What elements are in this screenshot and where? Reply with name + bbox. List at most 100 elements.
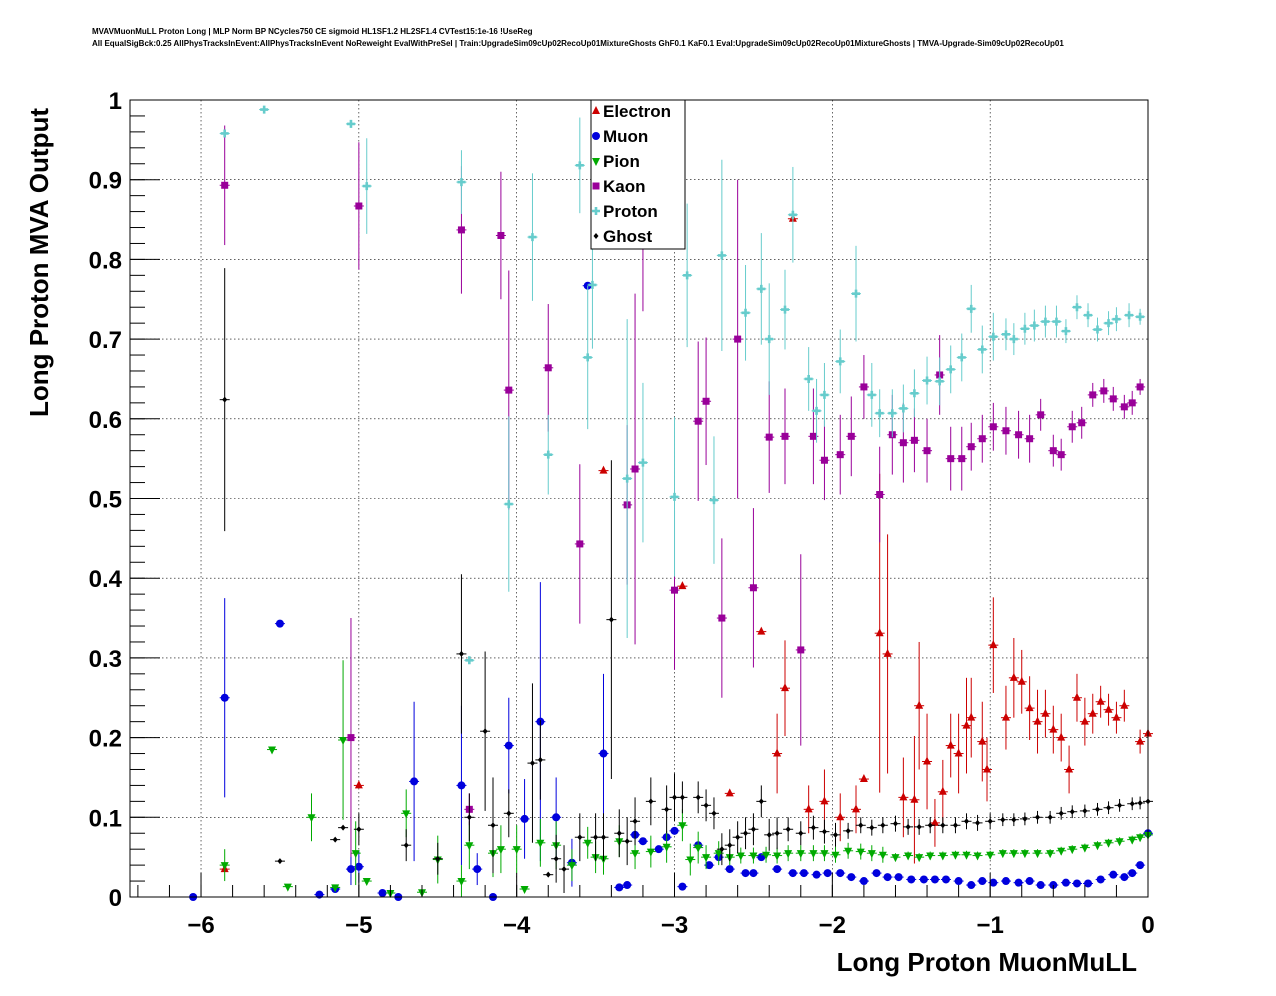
data-point [962,851,971,860]
data-point [741,869,750,878]
data-point [1136,861,1145,870]
x-tick-label: −5 [345,912,372,939]
data-point [346,119,355,128]
data-point [1020,850,1029,859]
data-point [940,822,946,829]
data-point [809,850,818,859]
data-point [1036,881,1045,890]
data-point [638,837,647,846]
data-point [711,810,717,817]
legend-marker [592,132,600,140]
data-point [544,450,553,459]
data-point [951,851,960,860]
data-point [575,161,584,170]
data-point [735,834,741,841]
data-point [923,447,931,455]
data-point [1136,834,1145,843]
data-point [883,648,892,657]
data-point [989,332,998,341]
series-ghost [219,268,1153,894]
data-point [975,819,981,826]
data-point [989,423,997,431]
data-point [796,850,805,859]
data-point [781,432,789,440]
data-point [867,850,876,859]
data-point [810,824,816,831]
data-point [670,492,679,501]
data-point [892,820,898,827]
data-point [836,869,845,878]
series-electron [219,213,1153,873]
data-point [773,748,782,757]
data-point [275,619,284,628]
data-point [910,436,918,444]
data-point [220,693,229,702]
data-point [1020,324,1029,333]
data-point [1057,847,1066,856]
data-point [1037,411,1045,419]
legend-marker [593,233,599,239]
data-points [188,105,1153,901]
data-point [473,865,482,874]
data-point [362,182,371,191]
data-point [856,848,865,857]
data-point [946,365,955,374]
data-point [1001,712,1010,721]
data-point [576,540,584,548]
data-point [766,831,772,838]
legend-item-electron: Electron [592,102,671,121]
data-point [1137,799,1143,806]
data-point [221,181,229,189]
data-point [967,443,975,451]
data-point [648,798,654,805]
data-point [664,806,670,813]
data-point [457,878,466,887]
legend-marker [592,207,600,215]
y-tick-label: 0.3 [89,646,122,673]
data-point [220,129,229,138]
data-point [1112,315,1121,324]
data-point [268,746,277,755]
data-point [457,178,466,187]
data-point [765,335,774,344]
y-tick-label: 0.1 [89,805,122,832]
data-point [1069,808,1075,815]
data-point [465,842,474,851]
data-point [757,284,766,293]
data-point [1115,838,1124,847]
data-point [836,451,844,459]
data-point [1057,451,1065,459]
data-point [1041,317,1050,326]
data-point [490,822,496,829]
legend-label: Ghost [603,227,652,246]
y-tick-label: 0.4 [89,566,123,593]
data-point [836,357,845,366]
data-point [1089,391,1097,399]
data-point [1011,816,1017,823]
data-point [1072,879,1081,888]
data-point [1046,850,1055,859]
data-point [1061,878,1070,887]
data-point [683,271,692,280]
data-point [749,584,757,592]
data-point [930,817,939,826]
data-point [957,353,966,362]
data-point [1052,317,1061,326]
data-point [339,736,348,745]
data-point [923,756,932,765]
data-point [545,871,551,878]
data-point [1078,419,1086,427]
data-point [709,496,718,505]
data-point [876,491,884,499]
data-point [520,814,529,823]
data-point [978,736,987,745]
legend-label: Kaon [603,177,646,196]
data-point [820,850,829,859]
data-point [1096,875,1105,884]
y-tick-label: 0.9 [89,168,122,195]
data-point [954,748,963,757]
data-point [1068,423,1076,431]
data-point [741,308,750,317]
data-point [1100,387,1108,395]
data-point [670,826,679,835]
